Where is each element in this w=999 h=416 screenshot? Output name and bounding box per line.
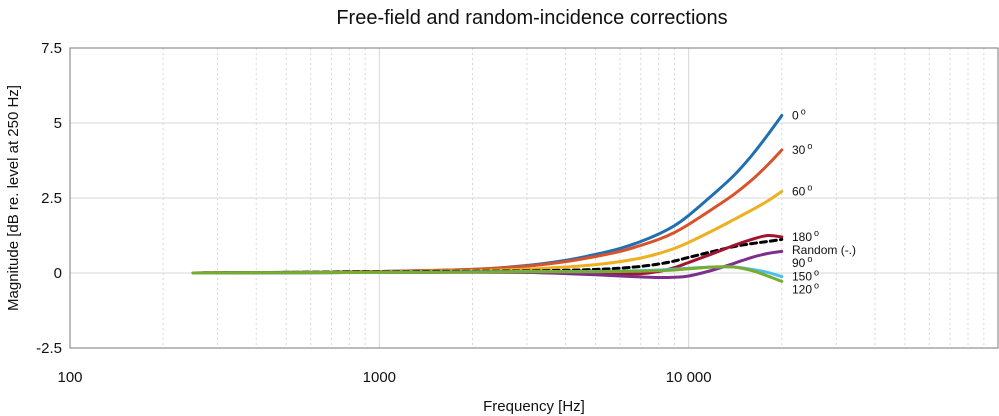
tick-layer: -2.5 0 2.5 5 7.5 100 1000 10 000 bbox=[36, 40, 711, 386]
series-label-120: 120 o bbox=[792, 281, 819, 297]
series-label-text: 30 bbox=[792, 143, 806, 157]
chart-title: Free-field and random-incidence correcti… bbox=[336, 7, 727, 29]
x-tick-label: 10 000 bbox=[666, 369, 712, 386]
series-label-text: Random (-.) bbox=[792, 243, 856, 257]
series-label-180: 180 o bbox=[792, 228, 819, 244]
plot-frame bbox=[69, 47, 999, 349]
series-label-150: 150 o bbox=[792, 268, 819, 284]
y-tick-label: 2.5 bbox=[41, 190, 62, 207]
series-label-sup: o bbox=[814, 281, 819, 291]
series-label-sup: o bbox=[801, 107, 806, 117]
y-axis-label: Magnitude [dB re. level at 250 Hz] bbox=[5, 85, 22, 311]
series-line-0 bbox=[191, 114, 784, 275]
y-tick-label: -2.5 bbox=[36, 340, 62, 357]
x-tick-label: 100 bbox=[57, 369, 82, 386]
series-label-sup: o bbox=[814, 268, 819, 278]
grid-layer bbox=[69, 47, 998, 349]
y-tick-label: 0 bbox=[54, 265, 62, 282]
y-tick-label: 5 bbox=[54, 115, 62, 132]
series-layer bbox=[191, 114, 784, 283]
x-axis-label: Frequency [Hz] bbox=[483, 398, 585, 415]
series-label-sup: o bbox=[807, 141, 812, 151]
x-tick-label: 1000 bbox=[363, 369, 396, 386]
y-tick-label: 7.5 bbox=[41, 40, 62, 57]
series-label-sup: o bbox=[807, 182, 812, 192]
series-label-sup: o bbox=[807, 254, 812, 264]
series-line-120 bbox=[191, 265, 784, 283]
series-label-90: 90 o bbox=[792, 254, 812, 270]
series-label-text: 60 bbox=[792, 184, 806, 198]
series-label-random: Random (-.) bbox=[792, 243, 856, 257]
series-label-sup: o bbox=[814, 228, 819, 238]
series-label-text: 120 bbox=[792, 283, 812, 297]
series-label-text: 90 bbox=[792, 256, 806, 270]
series-label-text: 0 bbox=[792, 109, 799, 123]
series-label-text: 150 bbox=[792, 270, 812, 284]
series-label-text: 180 bbox=[792, 230, 812, 244]
series-label-30: 30 o bbox=[792, 141, 812, 157]
series-label-60: 60 o bbox=[792, 182, 812, 198]
